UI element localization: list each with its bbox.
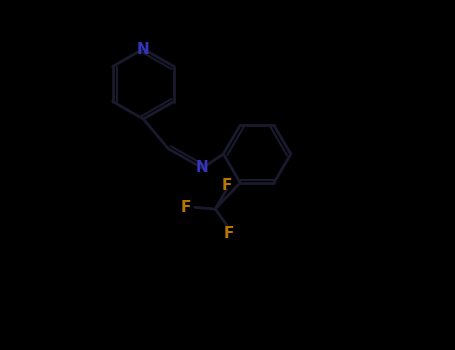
- Text: F: F: [222, 178, 232, 193]
- Text: F: F: [181, 200, 191, 215]
- Text: N: N: [196, 161, 209, 175]
- Text: F: F: [224, 226, 234, 241]
- Text: N: N: [137, 42, 150, 56]
